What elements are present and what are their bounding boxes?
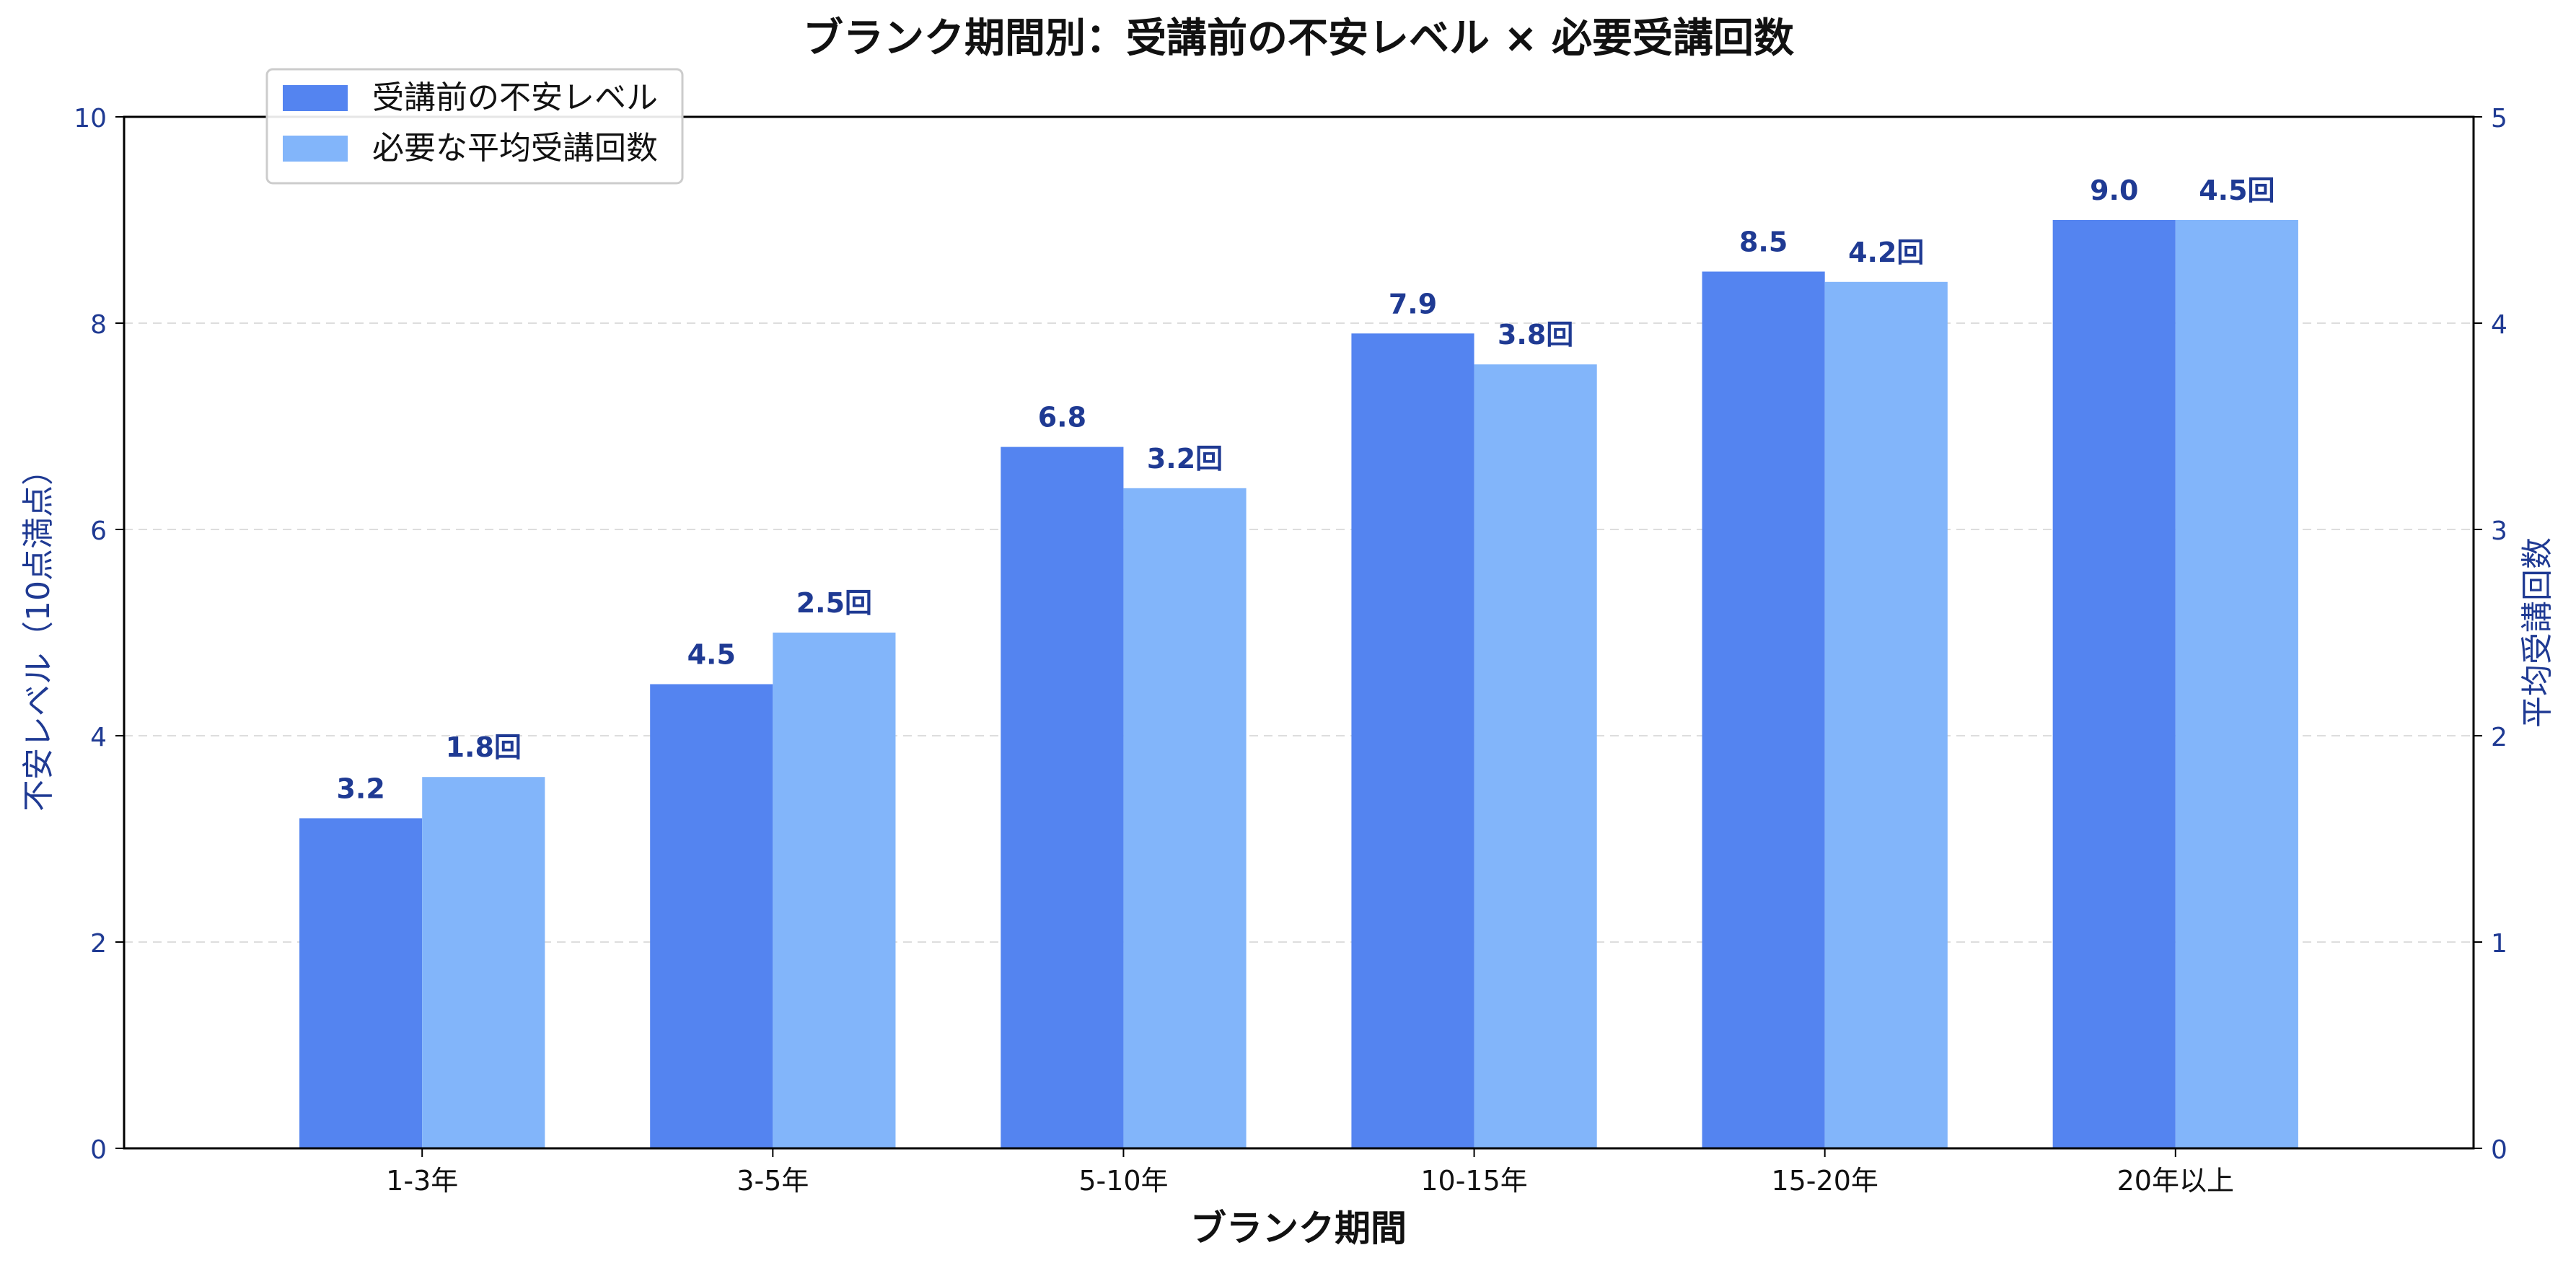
bar-label-sessions: 3.8回 (1498, 319, 1573, 351)
x-tick-label: 5-10年 (1078, 1165, 1168, 1197)
bar-anxiety (299, 818, 423, 1148)
left-tick-label: 0 (90, 1135, 107, 1165)
x-axis: 1-3年 3-5年 5-10年 10-15年 15-20年 20年以上 (386, 1148, 2234, 1197)
legend-swatch-sessions (283, 136, 348, 162)
right-tick-label: 3 (2491, 516, 2507, 546)
bar-label-anxiety: 3.2 (336, 773, 384, 804)
right-tick-label: 2 (2491, 723, 2507, 752)
bar-anxiety (2052, 220, 2176, 1148)
bar-label-anxiety: 4.5 (687, 639, 736, 671)
bar-label-sessions: 3.2回 (1147, 443, 1223, 475)
x-tick-label: 1-3年 (386, 1165, 458, 1197)
legend-label-anxiety: 受講前の不安レベル (372, 79, 658, 116)
left-tick-label: 6 (90, 516, 107, 546)
bar-label-anxiety: 9.0 (2090, 175, 2138, 206)
bar-label-sessions: 4.2回 (1848, 237, 1924, 268)
x-tick-label: 20年以上 (2117, 1165, 2234, 1197)
bar-label-anxiety: 8.5 (1739, 226, 1788, 258)
plot-frame (123, 115, 2475, 1150)
bars (299, 220, 2298, 1149)
legend: 受講前の不安レベル 必要な平均受講回数 (265, 68, 684, 185)
x-tick-label: 3-5年 (737, 1165, 809, 1197)
right-tick-label: 1 (2491, 929, 2507, 959)
right-tick-label: 4 (2491, 310, 2507, 340)
bar-label-sessions: 1.8回 (446, 731, 522, 763)
x-axis-label: ブランク期間 (1190, 1207, 1407, 1249)
bar-anxiety (1351, 333, 1474, 1148)
left-tick-label: 2 (90, 929, 107, 959)
x-tick-label: 15-20年 (1771, 1165, 1878, 1197)
left-tick-label: 10 (74, 104, 107, 133)
left-tick-label: 4 (90, 723, 107, 752)
right-axis-label: 平均受講回数 (2519, 537, 2556, 728)
bar-sessions (422, 777, 545, 1148)
left-tick-label: 8 (90, 310, 107, 340)
bar-label-anxiety: 6.8 (1038, 402, 1086, 434)
bar-label-anxiety: 7.9 (1389, 288, 1437, 320)
bar-anxiety (1702, 271, 1825, 1148)
bar-sessions (1824, 281, 1948, 1148)
bar-sessions (2175, 220, 2298, 1148)
right-tick-label: 5 (2491, 104, 2507, 133)
x-tick-label: 10-15年 (1420, 1165, 1527, 1197)
bar-labels: 3.2 4.5 6.8 7.9 8.5 9.0 1.8回 2.5回 3.2回 3.8回 4.2回 4.… (336, 175, 2274, 804)
bar-sessions (1474, 364, 1597, 1149)
right-tick-label: 0 (2491, 1135, 2507, 1165)
legend-box (265, 68, 684, 185)
bar-label-sessions: 2.5回 (796, 587, 872, 619)
legend-label-sessions: 必要な平均受講回数 (372, 130, 658, 167)
bar-anxiety (1001, 446, 1124, 1148)
bar-sessions (773, 633, 896, 1148)
left-y-axis: 0 2 4 6 8 10 (74, 104, 124, 1165)
chart-title: ブランク期間別：受講前の不安レベル × 必要受講回数 (803, 15, 1794, 62)
right-y-axis: 0 1 2 3 4 5 (2474, 104, 2507, 1165)
bar-anxiety (650, 684, 773, 1148)
left-axis-label: 不安レベル（10点満点） (20, 454, 57, 811)
legend-swatch-anxiety (283, 85, 348, 111)
bar-label-sessions: 4.5回 (2199, 175, 2274, 206)
bar-sessions (1123, 488, 1247, 1148)
